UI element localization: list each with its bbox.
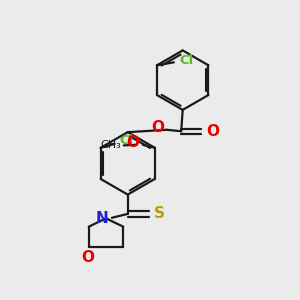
Text: O: O (206, 124, 220, 139)
Text: N: N (96, 211, 108, 226)
Text: O: O (151, 120, 164, 135)
Text: Cl: Cl (179, 54, 194, 67)
Text: CH₃: CH₃ (101, 140, 122, 150)
Text: O: O (81, 250, 94, 265)
Text: O: O (126, 135, 139, 150)
Text: S: S (154, 206, 165, 221)
Text: Cl: Cl (119, 134, 134, 147)
